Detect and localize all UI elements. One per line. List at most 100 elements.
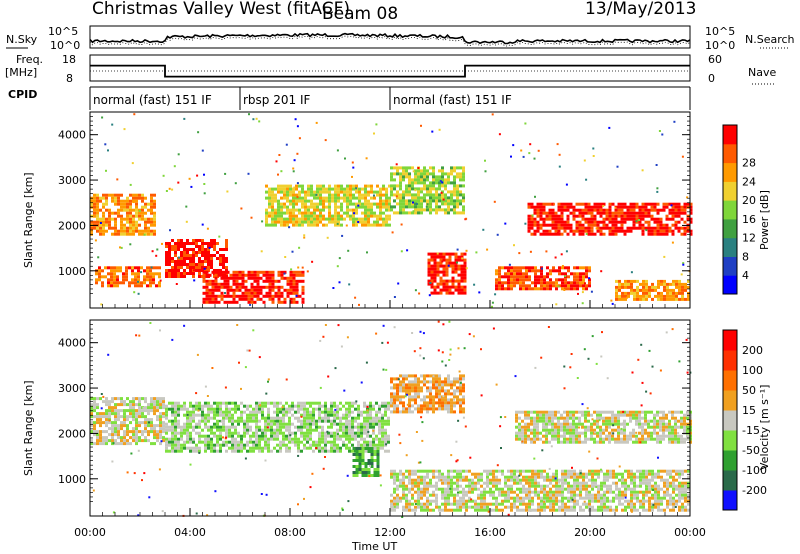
heatmap-cell: [385, 202, 388, 206]
heatmap-cell: [252, 118, 255, 121]
heatmap-cell: [203, 173, 205, 176]
heatmap-cell: [255, 425, 258, 429]
heatmap-cell: [295, 294, 298, 297]
heatmap-cell: [126, 415, 129, 419]
heatmap-cell: [324, 434, 327, 438]
heatmap-cell: [231, 416, 234, 420]
heatmap-cell: [258, 440, 261, 444]
heatmap-cell: [519, 472, 522, 476]
heatmap-cell: [366, 419, 369, 423]
heatmap-cell: [138, 439, 141, 443]
heatmap-cell: [656, 187, 659, 190]
heatmap-cell: [453, 169, 456, 173]
heatmap-cell: [286, 199, 289, 203]
heatmap-cell: [662, 223, 666, 227]
heatmap-cell: [391, 231, 394, 234]
heatmap-cell: [135, 196, 138, 200]
heatmap-cell: [665, 226, 669, 230]
heatmap-cell: [483, 490, 486, 494]
heatmap-cell: [438, 395, 441, 399]
heatmap-cell: [393, 296, 396, 298]
heatmap-cell: [587, 229, 591, 233]
heatmap-cell: [204, 257, 207, 260]
heatmap-cell: [155, 272, 158, 276]
heatmap-cell: [495, 475, 498, 479]
heatmap-cell: [658, 130, 661, 132]
heatmap-cell: [180, 257, 183, 260]
heatmap-cell: [225, 401, 228, 405]
heatmap-cell: [618, 279, 621, 283]
heatmap-cell: [120, 427, 123, 431]
heatmap-cell: [439, 258, 443, 262]
heatmap-cell: [111, 421, 114, 425]
heatmap-cell: [207, 410, 210, 414]
heatmap-cell: [510, 155, 512, 158]
heatmap-cell: [165, 263, 168, 266]
heatmap-cell: [149, 281, 152, 285]
heatmap-cell: [507, 281, 510, 285]
heatmap-cell: [396, 202, 399, 206]
heatmap-cell: [433, 252, 437, 256]
heatmap-cell: [110, 275, 113, 279]
heatmap-cell: [524, 222, 527, 225]
heatmap-cell: [408, 166, 411, 170]
heatmap-cell: [211, 282, 215, 286]
heatmap-cell: [519, 269, 522, 273]
heatmap-cell: [349, 196, 352, 200]
heatmap-cell: [304, 193, 307, 197]
heatmap-cell: [504, 266, 507, 270]
heatmap-cell: [95, 278, 98, 282]
heatmap-cell: [345, 437, 348, 441]
heatmap-cell: [306, 270, 309, 273]
heatmap-cell: [375, 413, 378, 417]
heatmap-cell: [289, 282, 293, 286]
heatmap-cell: [372, 437, 375, 441]
heatmap-cell: [273, 437, 276, 441]
heatmap-cell: [590, 226, 594, 230]
heatmap-cell: [286, 223, 289, 227]
heatmap-cell: [581, 211, 585, 215]
heatmap-cell: [273, 401, 276, 405]
heatmap-cell: [276, 410, 279, 414]
heatmap-cell: [295, 291, 299, 295]
heatmap-cell: [337, 193, 340, 197]
heatmap-cell: [528, 152, 531, 155]
heatmap-cell: [165, 446, 168, 450]
heatmap-cell: [556, 143, 559, 146]
heatmap-cell: [267, 410, 270, 414]
heatmap-cell: [408, 392, 411, 396]
heatmap-cell: [205, 270, 209, 274]
heatmap-cell: [527, 202, 531, 206]
heatmap-cell: [370, 223, 373, 227]
heatmap-cell: [474, 505, 477, 509]
heatmap-cell: [306, 437, 309, 441]
heatmap-cell: [423, 475, 426, 479]
heatmap-cell: [402, 478, 405, 482]
heatmap-cell: [201, 242, 204, 245]
heatmap-cell: [360, 422, 363, 426]
heatmap-cell: [405, 377, 408, 381]
heatmap-cell: [165, 251, 168, 254]
heatmap-cell: [504, 490, 507, 494]
heatmap-cell: [447, 487, 450, 491]
heatmap-cell: [351, 425, 354, 429]
heatmap-cell: [495, 269, 498, 273]
heatmap-cell: [689, 229, 693, 233]
heatmap-cell: [378, 440, 381, 444]
heatmap-cell: [548, 202, 552, 206]
heatmap-cell: [439, 255, 443, 259]
heatmap-cell: [629, 202, 633, 206]
heatmap-cell: [217, 288, 221, 292]
heatmap-cell: [276, 404, 279, 408]
heatmap-cell: [656, 220, 660, 224]
heatmap-cell: [180, 434, 183, 438]
heatmap-cell: [408, 190, 411, 194]
heatmap-cell: [276, 425, 279, 429]
heatmap-cell: [108, 427, 111, 431]
heatmap-cell: [418, 292, 421, 295]
heatmap-cell: [271, 276, 275, 280]
freq-label: Freq.: [16, 53, 43, 66]
heatmap-cell: [162, 439, 165, 443]
heatmap-cell: [483, 499, 486, 503]
heatmap-cell: [370, 474, 374, 477]
